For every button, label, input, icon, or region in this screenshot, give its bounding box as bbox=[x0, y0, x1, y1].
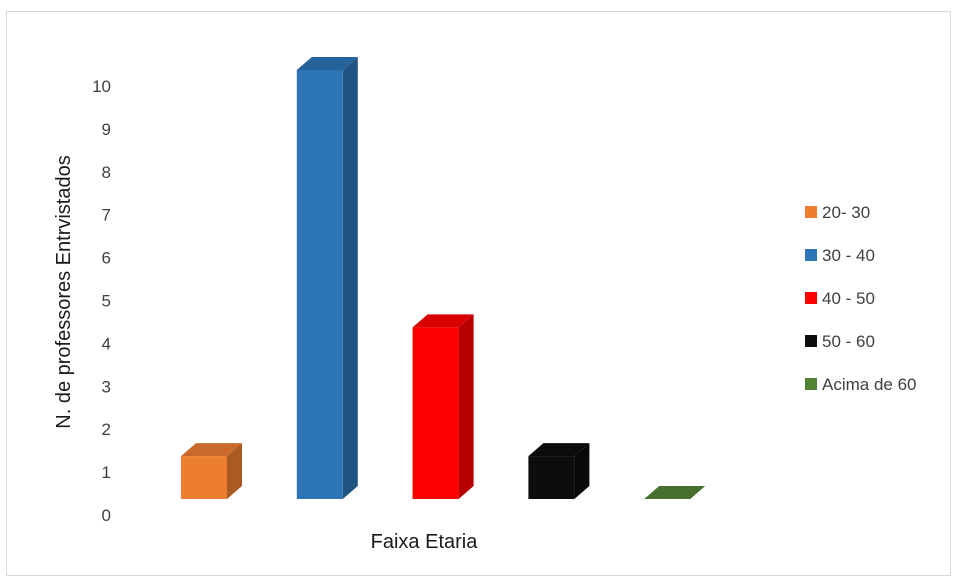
y-tick-label: 10 bbox=[92, 77, 111, 96]
legend-label: 40 - 50 bbox=[822, 289, 875, 308]
bar bbox=[296, 57, 358, 499]
legend-label: Acima de 60 bbox=[822, 375, 917, 394]
chart-frame bbox=[6, 11, 951, 576]
legend-item: 50 - 60 bbox=[805, 332, 875, 351]
y-tick-label: 0 bbox=[102, 506, 111, 525]
legend-swatch bbox=[805, 249, 817, 261]
y-tick-label: 9 bbox=[102, 120, 111, 139]
bar bbox=[644, 486, 706, 499]
bar-front bbox=[181, 456, 227, 499]
y-tick-label: 3 bbox=[102, 377, 111, 396]
bar bbox=[181, 443, 242, 499]
y-axis-title: N. de professores Entrvistados bbox=[53, 155, 75, 428]
y-tick-label: 5 bbox=[102, 292, 111, 311]
legend-swatch bbox=[805, 335, 817, 347]
legend-label: 20- 30 bbox=[822, 203, 870, 222]
legend-swatch bbox=[805, 292, 817, 304]
bar-top bbox=[181, 443, 242, 457]
bar-front bbox=[528, 456, 575, 499]
bar-top bbox=[296, 57, 358, 70]
legend-item: Acima de 60 bbox=[805, 375, 917, 394]
y-axis-ticks: 0 1 2 3 4 5 6 7 8 9 10 bbox=[92, 77, 111, 525]
bar-top bbox=[644, 486, 706, 499]
y-tick-label: 2 bbox=[102, 420, 111, 439]
bar-side bbox=[227, 443, 242, 499]
legend-label: 30 - 40 bbox=[822, 246, 875, 265]
legend-item: 20- 30 bbox=[805, 203, 870, 222]
bar bbox=[528, 443, 590, 499]
bar-side bbox=[342, 57, 358, 499]
legend-item: 40 - 50 bbox=[805, 289, 875, 308]
legend-item: 30 - 40 bbox=[805, 246, 875, 265]
bar bbox=[412, 314, 474, 499]
y-tick-label: 8 bbox=[102, 163, 111, 182]
y-tick-label: 4 bbox=[102, 334, 111, 353]
legend-swatch bbox=[805, 206, 817, 218]
bar-front bbox=[412, 327, 459, 499]
bars bbox=[181, 57, 706, 499]
legend: 20- 30 30 - 40 40 - 50 50 - 60 Acima de 60 bbox=[805, 203, 917, 394]
bar-side bbox=[458, 314, 474, 499]
x-axis-title: Faixa Etaria bbox=[371, 531, 479, 553]
legend-label: 50 - 60 bbox=[822, 332, 875, 351]
y-tick-label: 6 bbox=[102, 249, 111, 268]
y-tick-label: 1 bbox=[102, 463, 111, 482]
bar-top bbox=[412, 314, 474, 328]
bar-front bbox=[296, 70, 343, 499]
bar-side bbox=[574, 443, 590, 499]
legend-swatch bbox=[805, 378, 817, 390]
bar-top bbox=[528, 443, 590, 457]
y-tick-label: 7 bbox=[102, 206, 111, 225]
